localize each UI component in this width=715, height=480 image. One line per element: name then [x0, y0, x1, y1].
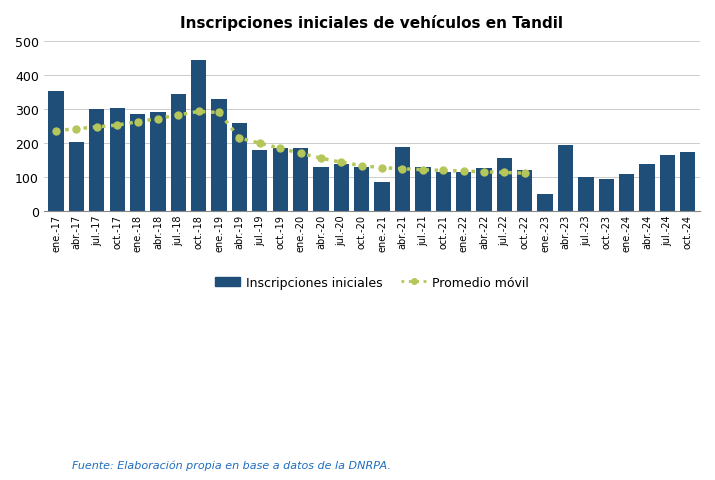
Bar [497, 159, 512, 212]
Title: Inscripciones iniciales de vehículos en Tandil: Inscripciones iniciales de vehículos en … [180, 15, 563, 31]
Bar [395, 148, 410, 212]
Bar [232, 123, 247, 212]
Bar [150, 113, 166, 212]
Bar [89, 110, 104, 212]
Bar [680, 152, 696, 212]
Bar [212, 100, 227, 212]
Bar [415, 168, 430, 212]
Bar [252, 151, 267, 212]
Bar [130, 115, 145, 212]
Bar [334, 164, 349, 212]
Bar [517, 171, 533, 212]
Bar [171, 95, 186, 212]
Bar [476, 168, 492, 212]
Bar [598, 180, 614, 212]
Bar [375, 183, 390, 212]
Bar [660, 156, 675, 212]
Bar [435, 173, 451, 212]
Bar [619, 174, 634, 212]
Bar [639, 164, 655, 212]
Text: Fuente: Elaboración propia en base a datos de la DNRPA.: Fuente: Elaboración propia en base a dat… [72, 459, 390, 470]
Bar [313, 168, 329, 212]
Bar [49, 92, 64, 212]
Bar [191, 60, 207, 212]
Bar [109, 109, 125, 212]
Bar [69, 143, 84, 212]
Bar [354, 168, 370, 212]
Legend: Inscripciones iniciales, Promedio móvil: Inscripciones iniciales, Promedio móvil [209, 271, 534, 294]
Bar [558, 145, 573, 212]
Bar [578, 178, 593, 212]
Bar [456, 173, 471, 212]
Bar [272, 149, 288, 212]
Bar [538, 195, 553, 212]
Bar [293, 149, 308, 212]
